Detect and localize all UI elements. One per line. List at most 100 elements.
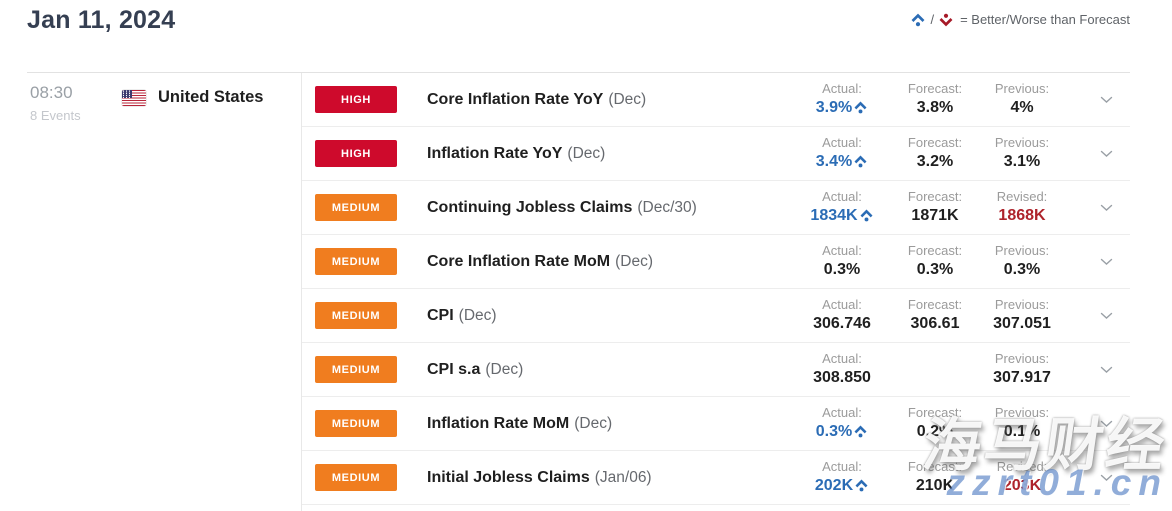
event-name: Inflation Rate YoY (Dec) (427, 145, 794, 163)
chevron-down-icon[interactable] (1100, 145, 1113, 163)
previous-cell: Revised: 1868K (980, 189, 1064, 227)
events-table: 08:30 8 Events United States HIGH Core In… (27, 72, 1130, 511)
previous-value: 0.3% (980, 260, 1064, 281)
better-than-forecast-icon (852, 155, 868, 168)
event-row[interactable]: MEDIUM Initial Jobless Claims (Jan/06) Actu… (302, 451, 1130, 505)
event-row[interactable]: MEDIUM Core Inflation Rate MoM (Dec) Actual… (302, 235, 1130, 289)
expand-row-button[interactable] (1082, 91, 1130, 109)
expand-row-button[interactable] (1082, 469, 1130, 487)
actual-value: 202K (794, 476, 890, 497)
event-title-text: Initial Jobless Claims (427, 468, 590, 486)
actual-cell: Actual: 3.9% (794, 81, 890, 119)
previous-label: Previous: (994, 404, 1050, 420)
previous-value-text: 307.051 (993, 314, 1051, 332)
country-header[interactable]: United States (122, 88, 263, 107)
previous-value: 0.1% (980, 422, 1064, 443)
event-period: (Dec) (608, 90, 647, 108)
actual-value: 1834K (794, 206, 890, 227)
event-row[interactable]: MEDIUM Continuing Jobless Claims (Dec/30) A… (302, 181, 1130, 235)
event-period: (Dec/30) (637, 198, 697, 216)
importance-badge: MEDIUM (315, 248, 397, 275)
previous-value-text: 203K (1002, 476, 1042, 494)
forecast-label: Forecast: (907, 458, 963, 474)
chevron-down-icon[interactable] (1100, 307, 1113, 325)
previous-label: Previous: (994, 80, 1050, 96)
actual-value-text: 3.9% (815, 98, 853, 116)
forecast-value: 0.2% (890, 422, 980, 443)
previous-label: Revised: (996, 458, 1048, 474)
event-title-text: Core Inflation Rate MoM (427, 252, 611, 270)
actual-value-text: 0.3% (823, 260, 861, 278)
event-name: Core Inflation Rate MoM (Dec) (427, 253, 794, 271)
actual-value-text: 0.3% (815, 422, 853, 440)
previous-value-text: 3.1% (1003, 152, 1041, 170)
chevron-down-icon[interactable] (1100, 361, 1113, 379)
actual-label: Actual: (822, 80, 862, 96)
event-row[interactable]: MEDIUM CPI s.a (Dec) Actual: 308.850 Previous… (302, 343, 1130, 397)
actual-cell: Actual: 0.3% (794, 243, 890, 281)
previous-value-text: 0.1% (1003, 422, 1041, 440)
legend-text: = Better/Worse than Forecast (960, 12, 1130, 27)
expand-row-button[interactable] (1082, 199, 1130, 217)
forecast-value-text: 210K (915, 476, 955, 494)
expand-row-button[interactable] (1082, 145, 1130, 163)
chevron-down-icon[interactable] (1100, 253, 1113, 271)
actual-cell: Actual: 1834K (794, 189, 890, 227)
forecast-value-text: 3.2% (916, 152, 954, 170)
chevron-down-icon[interactable] (1100, 199, 1113, 217)
actual-label: Actual: (822, 188, 862, 204)
event-row[interactable]: MEDIUM CPI (Dec) Actual: 306.746 Forecast: 306… (302, 289, 1130, 343)
event-name: Core Inflation Rate YoY (Dec) (427, 91, 794, 109)
actual-label: Actual: (822, 350, 862, 366)
chevron-down-icon[interactable] (1100, 415, 1113, 433)
forecast-value: 306.61 (890, 314, 980, 335)
better-than-forecast-icon (853, 479, 869, 492)
actual-value: 3.9% (794, 98, 890, 119)
previous-value: 307.051 (980, 314, 1064, 335)
previous-value-text: 1868K (998, 206, 1046, 224)
actual-label: Actual: (822, 296, 862, 312)
expand-row-button[interactable] (1082, 361, 1130, 379)
chevron-down-icon[interactable] (1100, 469, 1113, 487)
forecast-value: 210K (890, 476, 980, 497)
forecast-cell: Forecast: 0.2% (890, 405, 980, 443)
forecast-label: Forecast: (907, 80, 963, 96)
chevron-down-icon[interactable] (1100, 91, 1113, 109)
actual-value: 3.4% (794, 152, 890, 173)
actual-value-text: 202K (814, 476, 854, 494)
event-title-text: CPI s.a (427, 360, 481, 378)
forecast-value: 3.2% (890, 152, 980, 173)
actual-value: 308.850 (794, 368, 890, 389)
event-row[interactable]: HIGH Inflation Rate YoY (Dec) Actual: 3.4% Fo… (302, 127, 1130, 181)
worse-than-forecast-icon (938, 13, 954, 27)
forecast-cell: Forecast: 0.3% (890, 243, 980, 281)
event-period: (Dec) (458, 306, 497, 324)
actual-label: Actual: (822, 242, 862, 258)
better-than-forecast-icon (852, 425, 868, 438)
forecast-cell: Forecast: 1871K (890, 189, 980, 227)
better-than-forecast-icon (852, 101, 868, 114)
previous-label: Previous: (994, 134, 1050, 150)
event-row[interactable]: MEDIUM Inflation Rate MoM (Dec) Actual: 0.3%… (302, 397, 1130, 451)
previous-cell: Previous: 0.3% (980, 243, 1064, 281)
forecast-value-text: 0.3% (916, 260, 954, 278)
session-time: 08:30 (30, 83, 73, 102)
forecast-label: Forecast: (907, 242, 963, 258)
expand-row-button[interactable] (1082, 307, 1130, 325)
previous-value: 307.917 (980, 368, 1064, 389)
forecast-value: 0.3% (890, 260, 980, 281)
importance-badge: MEDIUM (315, 302, 397, 329)
actual-label: Actual: (822, 404, 862, 420)
expand-row-button[interactable] (1082, 253, 1130, 271)
event-period: (Dec) (485, 360, 524, 378)
expand-row-button[interactable] (1082, 415, 1130, 433)
forecast-label: Forecast: (907, 404, 963, 420)
actual-label: Actual: (822, 458, 862, 474)
forecast-cell: Forecast: 3.8% (890, 81, 980, 119)
previous-value-text: 307.917 (993, 368, 1051, 386)
event-row[interactable]: HIGH Core Inflation Rate YoY (Dec) Actual: 3… (302, 73, 1130, 127)
previous-value: 203K (980, 476, 1064, 497)
previous-value-text: 4% (1010, 98, 1034, 116)
previous-cell: Previous: 307.917 (980, 351, 1064, 389)
